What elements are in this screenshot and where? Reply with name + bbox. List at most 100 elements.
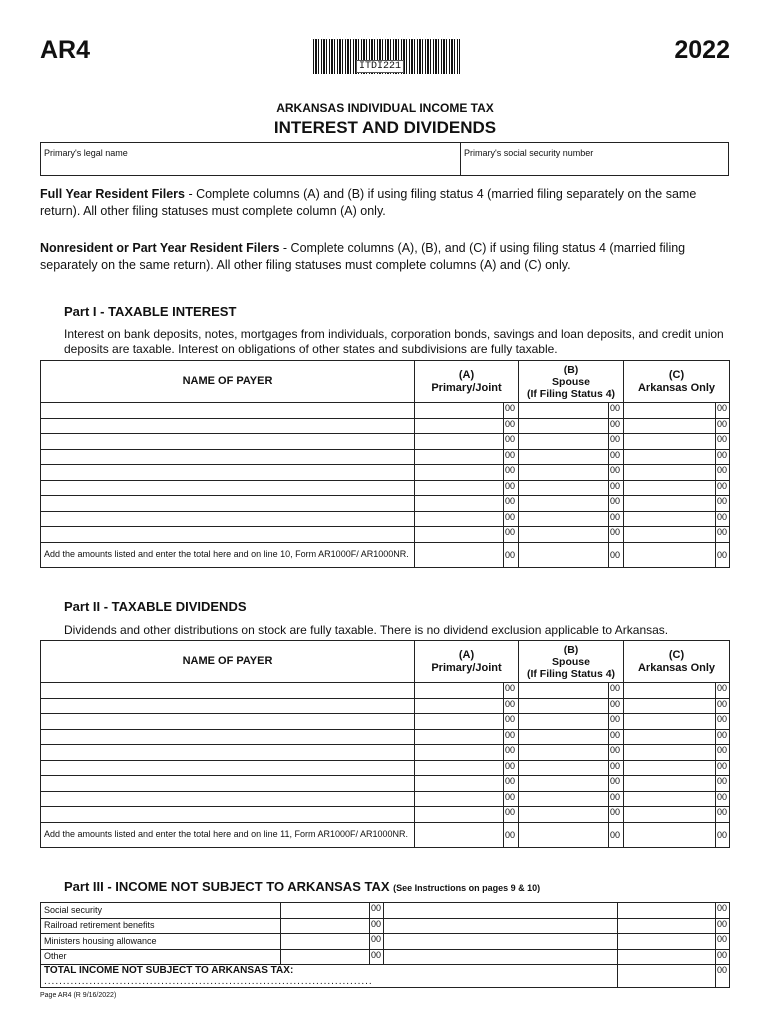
amount-b-input[interactable]: [518, 682, 609, 699]
cents: 00: [608, 790, 624, 807]
amount-c-input[interactable]: [623, 479, 716, 496]
part3-right-amount-input[interactable]: [617, 917, 716, 934]
payer-name-input[interactable]: [40, 402, 415, 419]
form-id: AR4: [40, 36, 91, 64]
amount-a-input[interactable]: [414, 417, 504, 434]
payer-name-input[interactable]: [40, 697, 415, 714]
amount-a-input[interactable]: [414, 790, 504, 807]
amount-a-input[interactable]: [414, 744, 504, 761]
table-row: 00 00 00: [40, 759, 731, 776]
payer-name-input[interactable]: [40, 728, 415, 745]
ssn-field[interactable]: Primary's social security number: [460, 142, 729, 176]
part3-amount-input[interactable]: [280, 933, 370, 950]
amount-a-input[interactable]: [414, 479, 504, 496]
payer-name-input[interactable]: [40, 510, 415, 527]
amount-c-input[interactable]: [623, 402, 716, 419]
amount-a-input[interactable]: [414, 759, 504, 776]
legal-name-field[interactable]: Primary's legal name: [40, 142, 461, 176]
payer-name-input[interactable]: [40, 526, 415, 543]
payer-name-input[interactable]: [40, 433, 415, 450]
amount-b-input[interactable]: [518, 495, 609, 512]
cents: 00: [503, 713, 519, 730]
amount-c-input[interactable]: [623, 417, 716, 434]
amount-a-input[interactable]: [414, 526, 504, 543]
amount-a-input[interactable]: [414, 402, 504, 419]
amount-b-input[interactable]: [518, 806, 609, 823]
table-row: 00 00 00: [40, 402, 731, 419]
amount-c-input[interactable]: [623, 682, 716, 699]
amount-b-input[interactable]: [518, 697, 609, 714]
amount-b-input[interactable]: [518, 744, 609, 761]
amount-a-input[interactable]: [414, 682, 504, 699]
amount-c-input[interactable]: [623, 433, 716, 450]
payer-name-input[interactable]: [40, 495, 415, 512]
part3-total-input[interactable]: [617, 964, 716, 988]
part3-right-amount-input[interactable]: [617, 948, 716, 965]
table-row: 00 00 00: [40, 728, 731, 745]
amount-c-input[interactable]: [623, 744, 716, 761]
part3-right-amount-input[interactable]: [617, 933, 716, 950]
payer-name-input[interactable]: [40, 790, 415, 807]
amount-c-input[interactable]: [623, 526, 716, 543]
part3-amount-input[interactable]: [280, 948, 370, 965]
payer-name-input[interactable]: [40, 744, 415, 761]
amount-a-input[interactable]: [414, 728, 504, 745]
amount-a-input[interactable]: [414, 806, 504, 823]
cents: 00: [503, 790, 519, 807]
payer-name-input[interactable]: [40, 775, 415, 792]
amount-b-input[interactable]: [518, 510, 609, 527]
amount-c-input[interactable]: [623, 790, 716, 807]
payer-name-input[interactable]: [40, 464, 415, 481]
amount-a-input[interactable]: [414, 495, 504, 512]
amount-b-input[interactable]: [518, 417, 609, 434]
total-a-input[interactable]: [414, 541, 504, 568]
total-c-input[interactable]: [623, 821, 716, 848]
amount-a-input[interactable]: [414, 775, 504, 792]
amount-b-input[interactable]: [518, 464, 609, 481]
amount-b-input[interactable]: [518, 728, 609, 745]
amount-c-input[interactable]: [623, 448, 716, 465]
payer-name-input[interactable]: [40, 713, 415, 730]
total-b-input[interactable]: [518, 821, 609, 848]
amount-a-input[interactable]: [414, 464, 504, 481]
amount-b-input[interactable]: [518, 775, 609, 792]
table-row: 00 00 00: [40, 682, 731, 699]
amount-c-input[interactable]: [623, 697, 716, 714]
amount-a-input[interactable]: [414, 713, 504, 730]
amount-c-input[interactable]: [623, 728, 716, 745]
amount-a-input[interactable]: [414, 448, 504, 465]
part3-amount-input[interactable]: [280, 902, 370, 919]
payer-name-input[interactable]: [40, 806, 415, 823]
amount-b-input[interactable]: [518, 759, 609, 776]
amount-c-input[interactable]: [623, 775, 716, 792]
amount-b-input[interactable]: [518, 479, 609, 496]
cents: 00: [608, 417, 624, 434]
part3-amount-input[interactable]: [280, 917, 370, 934]
amount-b-input[interactable]: [518, 526, 609, 543]
amount-c-input[interactable]: [623, 510, 716, 527]
amount-b-input[interactable]: [518, 448, 609, 465]
total-a-input[interactable]: [414, 821, 504, 848]
amount-b-input[interactable]: [518, 402, 609, 419]
payer-name-input[interactable]: [40, 682, 415, 699]
amount-a-input[interactable]: [414, 510, 504, 527]
amount-b-input[interactable]: [518, 713, 609, 730]
amount-c-input[interactable]: [623, 495, 716, 512]
col-b-header: (B) Spouse (If Filing Status 4): [518, 640, 624, 683]
part3-right-amount-input[interactable]: [617, 902, 716, 919]
amount-c-input[interactable]: [623, 759, 716, 776]
cents: 00: [503, 744, 519, 761]
amount-c-input[interactable]: [623, 713, 716, 730]
amount-a-input[interactable]: [414, 697, 504, 714]
amount-b-input[interactable]: [518, 433, 609, 450]
payer-name-input[interactable]: [40, 448, 415, 465]
total-c-input[interactable]: [623, 541, 716, 568]
total-b-input[interactable]: [518, 541, 609, 568]
amount-b-input[interactable]: [518, 790, 609, 807]
payer-name-input[interactable]: [40, 417, 415, 434]
amount-a-input[interactable]: [414, 433, 504, 450]
amount-c-input[interactable]: [623, 806, 716, 823]
payer-name-input[interactable]: [40, 759, 415, 776]
amount-c-input[interactable]: [623, 464, 716, 481]
payer-name-input[interactable]: [40, 479, 415, 496]
